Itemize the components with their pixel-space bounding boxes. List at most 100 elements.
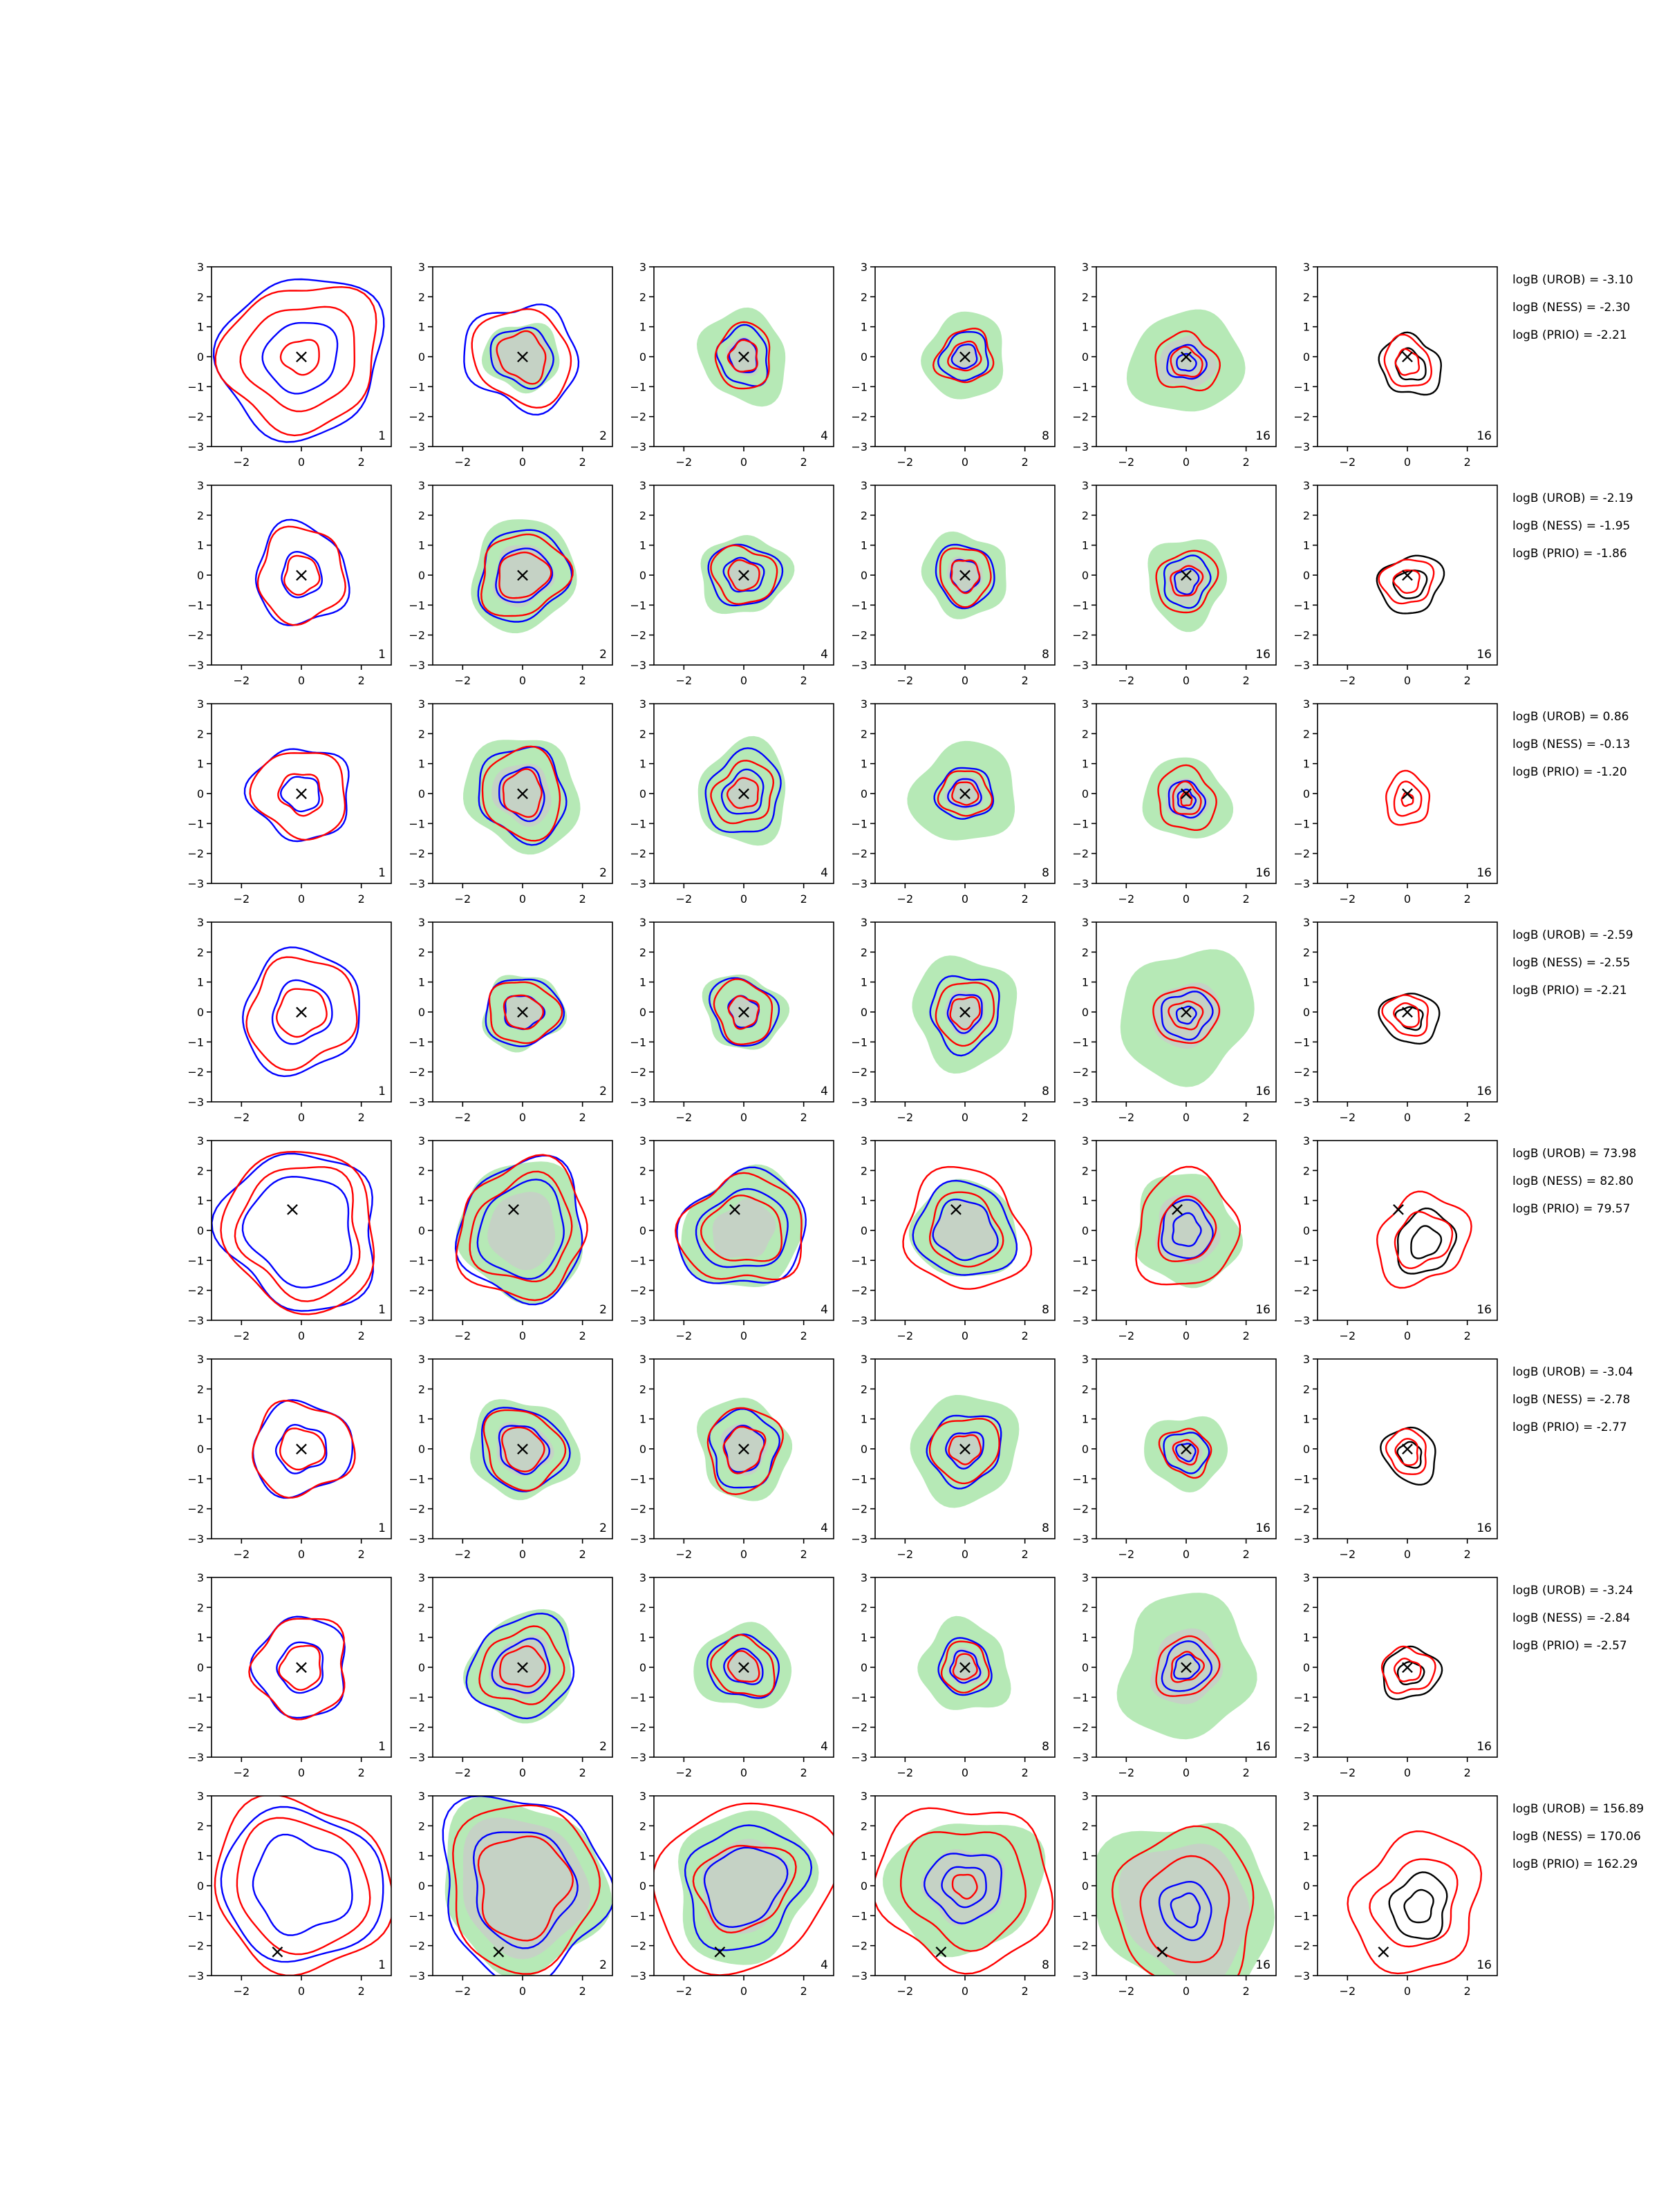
plot-area — [693, 1622, 792, 1709]
logb-annotation: logB (UROB) = 156.89 — [1512, 1802, 1644, 1816]
blue-contour — [476, 1179, 565, 1280]
panel-r7-c6: × −2 0 2 −3 −2 −1 0 1 2 3 16 — [1293, 1571, 1498, 1779]
red-contour — [722, 1425, 767, 1474]
y-tick-label: 3 — [639, 916, 646, 929]
y-tick-label: −2 — [187, 1066, 204, 1079]
x-tick-label: 2 — [358, 456, 365, 469]
y-tick-label: −2 — [409, 411, 425, 424]
y-tick-label: 0 — [1082, 1224, 1089, 1237]
blue-contour — [465, 1612, 575, 1720]
red-contour — [940, 1640, 990, 1694]
y-tick-label: −3 — [187, 1969, 204, 1983]
y-tick-label: −2 — [1072, 629, 1089, 642]
y-tick-label: 1 — [861, 1850, 868, 1863]
plot-area — [482, 975, 568, 1053]
y-tick-label: −1 — [409, 1472, 425, 1485]
black-contour — [1392, 569, 1428, 599]
y-tick-label: 0 — [639, 1006, 646, 1019]
plot-area — [921, 531, 1006, 619]
x-tick-label: 0 — [740, 1766, 747, 1779]
y-tick-label: 2 — [418, 1382, 425, 1396]
x-tick-label: 0 — [1183, 1329, 1190, 1342]
panel-label: 4 — [821, 429, 828, 443]
red-contour — [1111, 1825, 1255, 1976]
red-contour — [949, 996, 981, 1031]
grey-region — [728, 561, 762, 590]
logb-annotation: logB (UROB) = -2.59 — [1512, 928, 1633, 942]
logb-annotation: logB (NESS) = -2.55 — [1512, 956, 1630, 970]
marker-x: × — [957, 782, 973, 805]
x-tick-label: −2 — [455, 674, 471, 687]
blue-contour — [1172, 1212, 1202, 1247]
y-tick-label: 2 — [418, 1601, 425, 1614]
panel-r7-c4: × −2 0 2 −3 −2 −1 0 1 2 3 8 — [851, 1571, 1056, 1779]
x-tick-label: 0 — [519, 1548, 526, 1561]
y-tick-label: −1 — [1072, 1472, 1089, 1485]
marker-x: × — [1178, 345, 1194, 368]
x-tick-label: 0 — [519, 674, 526, 687]
y-tick-label: −3 — [409, 1969, 425, 1983]
panel-label: 2 — [599, 1085, 607, 1098]
y-tick-label: 3 — [418, 479, 425, 492]
blue-contour — [261, 321, 339, 395]
x-tick-label: 2 — [579, 1329, 586, 1342]
marker-x: × — [514, 1000, 530, 1023]
y-tick-label: 3 — [418, 1134, 425, 1147]
y-tick-label: −1 — [630, 380, 646, 393]
logb-annotation: logB (NESS) = -2.78 — [1512, 1393, 1630, 1407]
red-contour — [1139, 1855, 1230, 1963]
y-tick-label: 1 — [861, 1194, 868, 1208]
blue-contour — [212, 1152, 374, 1312]
y-tick-label: 0 — [1303, 1224, 1310, 1237]
y-tick-label: 0 — [861, 1880, 868, 1893]
y-tick-label: −3 — [851, 1751, 868, 1764]
blue-contour — [454, 1154, 583, 1306]
panel-r4-c4: × −2 0 2 −3 −2 −1 0 1 2 3 8 — [851, 916, 1056, 1124]
red-contour — [1154, 330, 1221, 392]
panel-label: 2 — [599, 866, 607, 880]
x-tick-label: 0 — [1183, 674, 1190, 687]
marker-x: × — [1154, 1940, 1170, 1962]
y-tick-label: 3 — [639, 1571, 646, 1584]
red-contour — [875, 1807, 1054, 1975]
y-tick-label: 2 — [418, 290, 425, 303]
red-contour — [935, 982, 995, 1047]
marker-x: × — [948, 1198, 964, 1221]
x-tick-label: −2 — [455, 1985, 471, 1998]
y-tick-label: 3 — [418, 697, 425, 711]
plot-area — [212, 278, 385, 443]
plot-area — [875, 1807, 1054, 1975]
panel-r1-c6: × −2 0 2 −3 −2 −1 0 1 2 3 16 — [1293, 261, 1498, 469]
x-tick-label: 2 — [1022, 1111, 1029, 1124]
panel-r2-c4: × −2 0 2 −3 −2 −1 0 1 2 3 8 — [851, 479, 1056, 687]
blue-contour — [720, 768, 765, 815]
plot-area — [1347, 1830, 1483, 1975]
panel-r5-c6: × −2 0 2 −3 −2 −1 0 1 2 3 16 — [1293, 1134, 1498, 1342]
x-tick-label: −2 — [676, 1329, 693, 1342]
y-tick-label: 2 — [1303, 1819, 1310, 1833]
red-contour — [1168, 1000, 1204, 1031]
red-contour — [283, 554, 321, 596]
y-tick-label: −2 — [1293, 629, 1310, 642]
marker-x: × — [1178, 563, 1194, 586]
logb-annotation: logB (NESS) = -0.13 — [1512, 738, 1630, 751]
y-tick-label: 2 — [418, 1819, 425, 1833]
y-tick-label: −3 — [1072, 440, 1089, 453]
plot-area — [917, 1615, 1011, 1710]
red-contour — [499, 1645, 547, 1688]
red-contour — [727, 995, 760, 1030]
panel-label: 1 — [378, 866, 386, 880]
x-tick-label: 2 — [1464, 892, 1471, 906]
red-contour — [692, 1844, 797, 1934]
panel-label: 16 — [1255, 429, 1271, 443]
y-tick-label: 0 — [1082, 1006, 1089, 1019]
y-tick-label: 0 — [418, 1880, 425, 1893]
marker-x: × — [957, 563, 973, 586]
red-contour — [1347, 1830, 1483, 1975]
x-tick-label: −2 — [676, 1985, 693, 1998]
red-contour — [706, 1407, 784, 1495]
blue-contour — [937, 1637, 993, 1696]
marker-x: × — [491, 1940, 507, 1962]
